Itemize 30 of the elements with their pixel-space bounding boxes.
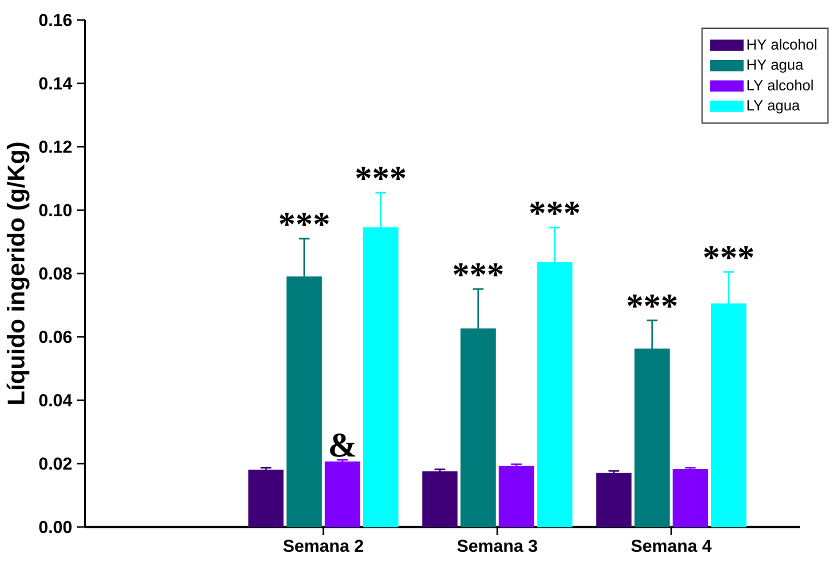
bar <box>498 466 534 528</box>
legend-label: LY agua <box>748 100 800 114</box>
bar <box>672 469 708 528</box>
legend-label: LY alcohol <box>748 80 813 90</box>
x-tick-label: Semana 3 <box>457 540 538 552</box>
data-label: *** <box>280 212 329 226</box>
y-tick-label: 0.08 <box>39 267 72 280</box>
y-tick-label: 0.04 <box>39 394 72 406</box>
y-tick-label: 0.10 <box>39 204 72 216</box>
x-tick-label: Semana 2 <box>283 540 364 552</box>
y-axis-title: Líquido ingerido (g/Kg) <box>6 142 30 404</box>
data-label: *** <box>454 263 503 276</box>
y-tick-label: 0.00 <box>39 520 72 534</box>
data-label: *** <box>356 166 406 180</box>
bar <box>248 470 284 528</box>
legend-label: HY agua <box>748 60 804 73</box>
bar <box>324 461 360 528</box>
y-tick-label: 0.02 <box>39 457 72 470</box>
data-label: *** <box>530 202 580 215</box>
x-tick-label: Semana 4 <box>631 540 712 552</box>
bar <box>596 472 632 528</box>
data-label: & <box>330 433 356 457</box>
bar <box>422 471 458 528</box>
data-label: *** <box>704 246 754 260</box>
data-label: *** <box>628 294 677 308</box>
y-tick-label: 0.06 <box>39 330 72 344</box>
y-tick-label: 0.12 <box>39 140 72 153</box>
y-tick-label: 0.14 <box>39 77 72 90</box>
legend-label: HY alcohol <box>748 38 816 50</box>
y-tick-label: 0.16 <box>39 14 72 26</box>
